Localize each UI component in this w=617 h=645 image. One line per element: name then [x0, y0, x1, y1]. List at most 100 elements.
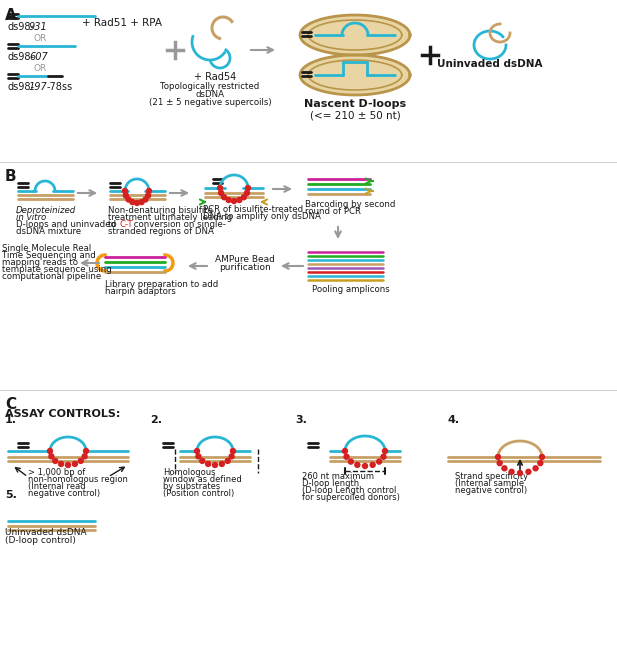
Text: dsDNA: dsDNA [196, 90, 225, 99]
Circle shape [53, 459, 58, 463]
Circle shape [226, 197, 231, 203]
Circle shape [143, 197, 148, 202]
Circle shape [509, 470, 514, 474]
Circle shape [518, 470, 523, 475]
Text: non-homologous region: non-homologous region [28, 475, 128, 484]
Text: OR: OR [33, 64, 47, 73]
Text: Uninvaded dsDNA: Uninvaded dsDNA [5, 528, 86, 537]
Text: ds98-: ds98- [8, 52, 35, 62]
Text: OR: OR [33, 34, 47, 43]
Text: + Rad51 + RPA: + Rad51 + RPA [82, 18, 162, 28]
Text: (D-loop control): (D-loop control) [5, 536, 76, 545]
Circle shape [363, 464, 368, 468]
Text: negative control): negative control) [28, 489, 100, 498]
Text: 197: 197 [29, 82, 48, 92]
Circle shape [126, 197, 131, 202]
Circle shape [241, 195, 246, 200]
Circle shape [212, 462, 218, 468]
Circle shape [220, 461, 225, 466]
Circle shape [538, 461, 543, 466]
Text: in vitro: in vitro [16, 213, 46, 222]
Text: Nascent D-loops: Nascent D-loops [304, 99, 406, 109]
Text: Homologous: Homologous [163, 468, 215, 477]
Text: Pooling amplicons: Pooling amplicons [312, 285, 390, 294]
Circle shape [82, 454, 87, 459]
Text: by substrates: by substrates [163, 482, 220, 491]
Circle shape [533, 466, 538, 471]
Circle shape [135, 201, 139, 206]
Text: D-loop length: D-loop length [302, 479, 359, 488]
Text: 1.: 1. [5, 415, 17, 425]
Circle shape [139, 199, 144, 204]
Text: Library preparation to add: Library preparation to add [105, 280, 218, 289]
Text: PCR of bisulfite-treated: PCR of bisulfite-treated [203, 205, 303, 214]
Text: Barcoding by second: Barcoding by second [305, 200, 395, 209]
Circle shape [342, 448, 347, 453]
Text: for supercoiled donors): for supercoiled donors) [302, 493, 400, 502]
Text: purification: purification [219, 263, 271, 272]
Text: Uninvaded dsDNA: Uninvaded dsDNA [437, 59, 543, 69]
Circle shape [78, 459, 83, 463]
Circle shape [83, 448, 88, 453]
Circle shape [383, 448, 387, 453]
Circle shape [123, 193, 128, 198]
Circle shape [65, 462, 70, 468]
Text: negative control): negative control) [455, 486, 527, 495]
Circle shape [229, 454, 234, 459]
Circle shape [194, 448, 199, 453]
Text: Single Molecule Real: Single Molecule Real [2, 244, 91, 253]
Text: Topologically restricted: Topologically restricted [160, 82, 260, 91]
Circle shape [218, 186, 223, 190]
Circle shape [200, 459, 205, 463]
Text: conversion on single-: conversion on single- [131, 220, 226, 229]
Polygon shape [300, 15, 410, 55]
Circle shape [123, 188, 128, 193]
Circle shape [502, 466, 507, 471]
Circle shape [231, 448, 236, 453]
Circle shape [237, 197, 242, 203]
Text: stranded regions of DNA: stranded regions of DNA [108, 227, 214, 236]
Text: -78ss: -78ss [47, 82, 73, 92]
Text: B: B [5, 169, 17, 184]
Text: Non-denaturing bisulfite: Non-denaturing bisulfite [108, 206, 213, 215]
Circle shape [225, 459, 230, 463]
Circle shape [381, 454, 386, 459]
Text: (Position control): (Position control) [163, 489, 234, 498]
Circle shape [146, 188, 152, 193]
Text: ds98-: ds98- [8, 82, 35, 92]
Circle shape [497, 461, 502, 466]
Text: to: to [108, 220, 119, 229]
Circle shape [539, 455, 544, 459]
Circle shape [48, 448, 52, 453]
Text: 607: 607 [29, 52, 48, 62]
Circle shape [205, 461, 210, 466]
Circle shape [344, 454, 349, 459]
Text: round of PCR: round of PCR [305, 207, 361, 216]
Text: A: A [5, 8, 17, 23]
Text: dsDNA mixture: dsDNA mixture [16, 227, 81, 236]
Text: (21 ± 5 negative supercoils): (21 ± 5 negative supercoils) [149, 98, 271, 107]
Text: > 1,000 bp of: > 1,000 bp of [28, 468, 85, 477]
Circle shape [218, 190, 223, 195]
Text: ASSAY CONTROLS:: ASSAY CONTROLS: [5, 409, 120, 419]
Text: treatment ultimately leading: treatment ultimately leading [108, 213, 232, 222]
Text: 3.: 3. [295, 415, 307, 425]
Circle shape [495, 455, 500, 459]
Polygon shape [300, 55, 410, 95]
Text: (Internal sample: (Internal sample [455, 479, 524, 488]
Text: ds98-: ds98- [8, 22, 35, 32]
Circle shape [49, 454, 54, 459]
Text: 260 nt maximum: 260 nt maximum [302, 472, 374, 481]
Text: (<= 210 ± 50 nt): (<= 210 ± 50 nt) [310, 110, 400, 120]
Text: 2.: 2. [150, 415, 162, 425]
Text: (Internal read: (Internal read [28, 482, 86, 491]
Circle shape [231, 199, 236, 204]
Circle shape [146, 193, 151, 198]
Text: 4.: 4. [448, 415, 460, 425]
Text: computational pipeline: computational pipeline [2, 272, 101, 281]
Text: window as defined: window as defined [163, 475, 242, 484]
Circle shape [526, 470, 531, 474]
Circle shape [72, 461, 77, 466]
Circle shape [246, 186, 251, 190]
Text: DNA to amplify only dsDNA: DNA to amplify only dsDNA [203, 212, 321, 221]
